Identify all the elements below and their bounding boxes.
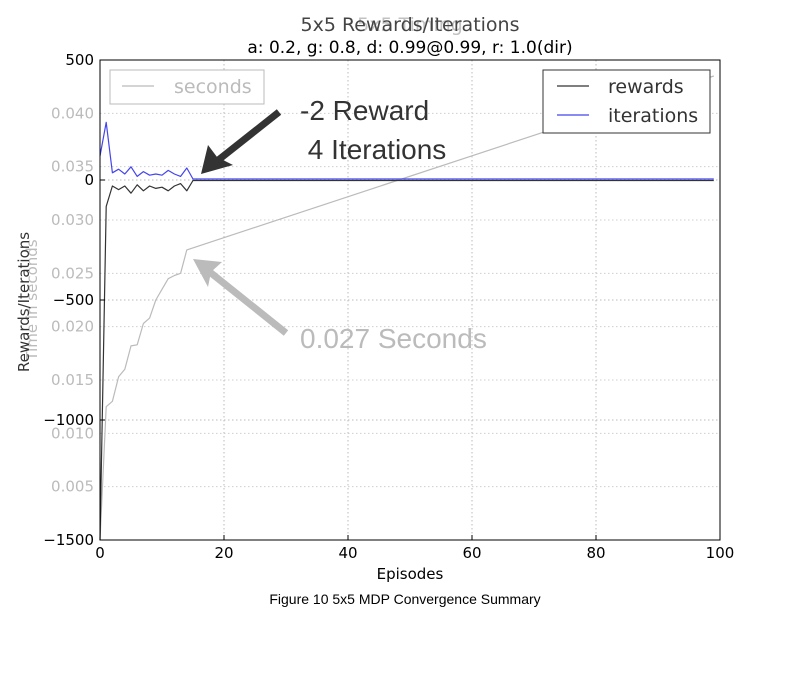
y-tick-label: −1000 bbox=[43, 411, 94, 429]
ticks: 0 20 40 60 80 100 0.040 0.035 0.030 0.025 0.020 0.0… bbox=[43, 51, 734, 562]
x-axis-label: Episodes bbox=[377, 565, 444, 583]
y-tick-label-secondary: 0.020 bbox=[51, 318, 94, 336]
series-line-iterations bbox=[99, 121, 714, 180]
figure-caption: Figure 10 5x5 MDP Convergence Summary bbox=[269, 591, 540, 607]
y-axis-label: Rewards/Iterations bbox=[15, 232, 33, 372]
series-line-rewards bbox=[99, 179, 714, 541]
x-tick-label: 100 bbox=[706, 544, 735, 562]
y-tick-label-secondary: 0.010 bbox=[51, 424, 94, 442]
legend-seconds-label: seconds bbox=[174, 76, 252, 98]
annotation-text-line: -2 Reward bbox=[300, 95, 429, 126]
annotation-text-line: 4 Iterations bbox=[300, 134, 446, 165]
legend-secondary-box bbox=[109, 69, 265, 105]
annotation-arrow-head bbox=[201, 145, 233, 174]
legend-box bbox=[542, 69, 711, 134]
x-tick-label: 60 bbox=[462, 544, 481, 562]
y-tick-label: 0 bbox=[84, 171, 94, 189]
y-tick-label: −1500 bbox=[43, 531, 94, 549]
chart-title-secondary: 5x5 Timing bbox=[357, 14, 463, 36]
legend-iterations-label: iterations bbox=[608, 105, 698, 127]
chart-subtitle: a: 0.2, g: 0.8, d: 0.99@0.99, r: 1.0(dir… bbox=[247, 38, 572, 58]
y-tick-label: 500 bbox=[65, 51, 94, 69]
annotation-arrow-shaft bbox=[209, 109, 282, 168]
legend-rewards-label: rewards bbox=[608, 76, 684, 98]
y-tick-label-secondary: 0.035 bbox=[51, 158, 94, 176]
y-tick-label-secondary: 0.015 bbox=[51, 371, 94, 389]
y-tick-label-secondary: 0.040 bbox=[51, 104, 94, 122]
legend: rewards iterations bbox=[542, 69, 711, 134]
annotation-reward-iterations: -2 Reward 4 Iterations bbox=[201, 95, 446, 174]
y-tick-label-secondary: 0.005 bbox=[51, 478, 94, 496]
y-tick-label: −500 bbox=[53, 291, 94, 309]
legend-secondary: seconds bbox=[109, 69, 265, 105]
y-axis-label-secondary: Time in seconds bbox=[23, 239, 41, 361]
x-tick-label: 20 bbox=[214, 544, 233, 562]
chart-title: 5x5 Rewards/Iterations bbox=[300, 14, 519, 36]
x-tick-label: 40 bbox=[338, 544, 357, 562]
annotation-arrow-head bbox=[193, 259, 222, 287]
annotation-seconds: 0.027 Seconds bbox=[193, 259, 487, 354]
y-tick-label-secondary: 0.030 bbox=[51, 211, 94, 229]
x-tick-label: 80 bbox=[586, 544, 605, 562]
series-line-seconds bbox=[99, 75, 714, 541]
y-tick-label-secondary: 0.025 bbox=[51, 264, 94, 282]
x-tick-label: 0 bbox=[95, 544, 105, 562]
annotation-text-line: 0.027 Seconds bbox=[300, 323, 487, 354]
series-layer bbox=[99, 75, 714, 541]
annotation-arrow-shaft bbox=[203, 266, 289, 336]
